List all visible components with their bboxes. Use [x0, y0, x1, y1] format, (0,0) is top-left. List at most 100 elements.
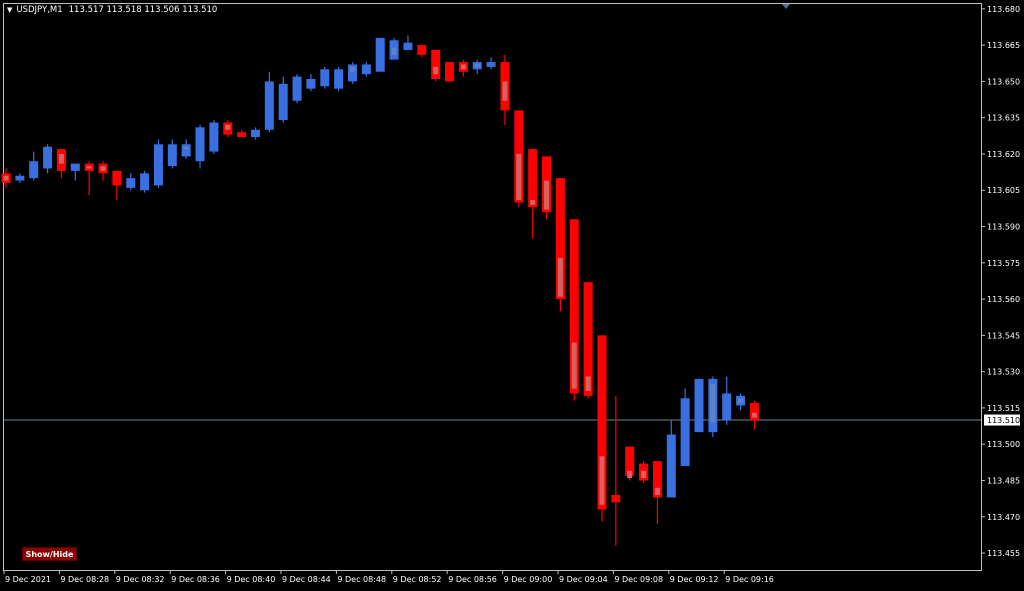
y-tick-label: 113.605	[987, 186, 1020, 195]
x-tick-label: 9 Dec 09:00	[504, 575, 553, 584]
candle-inner-body	[460, 64, 466, 70]
candle-body	[264, 81, 274, 130]
candle-body	[237, 132, 247, 138]
candle-body	[250, 129, 260, 138]
candle	[375, 37, 385, 72]
candle-inner-body	[350, 66, 355, 72]
candle-body	[320, 69, 330, 87]
candle-inner-body	[654, 487, 660, 496]
y-tick-label: 113.665	[987, 41, 1020, 50]
candle	[445, 62, 455, 82]
candle	[264, 71, 274, 133]
candle	[472, 59, 482, 75]
candle-body	[278, 83, 288, 121]
candle	[417, 45, 427, 58]
y-tick-label: 113.680	[987, 5, 1020, 14]
candle-body	[153, 144, 163, 186]
y-tick-label: 113.485	[987, 477, 1020, 486]
candle-inner-body	[557, 257, 563, 297]
candle	[292, 74, 302, 104]
candle-inner-body	[58, 153, 64, 164]
candle	[98, 161, 108, 181]
ohlc-values: 113.517 113.518 113.506 113.510	[68, 5, 218, 15]
candle-inner-body	[516, 153, 522, 200]
x-tick-label: 9 Dec 09:08	[614, 575, 663, 584]
candle-inner-body	[502, 81, 508, 101]
show-hide-button[interactable]: Show/Hide	[22, 547, 77, 561]
candle-inner-body	[100, 166, 106, 171]
candle	[680, 388, 690, 466]
candle-inner-body	[738, 398, 744, 404]
candle	[403, 35, 413, 50]
x-tick-label: 9 Dec 09:12	[670, 575, 719, 584]
candle	[542, 156, 552, 220]
candle	[389, 37, 399, 60]
candle	[209, 120, 219, 154]
scroll-marker-icon[interactable]	[782, 4, 790, 9]
candle-body	[334, 69, 344, 89]
current-price-text: 113.510	[987, 416, 1020, 425]
candle-body	[112, 170, 122, 186]
candle-inner-body	[183, 146, 189, 150]
plot-area-border	[3, 3, 982, 571]
candle-inner-body	[3, 175, 9, 181]
candle-inner-body	[86, 166, 92, 169]
candle	[749, 400, 759, 430]
candle-body	[167, 144, 177, 167]
candle-body	[694, 378, 704, 433]
candle	[597, 335, 607, 522]
time-axis: 9 Dec 2021 9 Dec 08:28 9 Dec 08:32 9 Dec 08…	[3, 570, 774, 584]
x-tick-label: 9 Dec 08:48	[337, 575, 386, 584]
candles	[1, 35, 759, 546]
candle	[181, 139, 191, 159]
x-tick-label: 9 Dec 09:16	[725, 575, 774, 584]
candle	[126, 173, 136, 191]
candle-inner-body	[544, 180, 550, 210]
candle	[334, 66, 344, 92]
y-tick-label: 113.500	[987, 440, 1020, 449]
candle-body	[597, 335, 607, 510]
candle-inner-body	[391, 47, 397, 55]
candle-body	[569, 219, 579, 394]
dropdown-triangle-icon[interactable]: ▼	[7, 6, 13, 14]
candle	[70, 163, 80, 181]
x-tick-label: 9 Dec 2021	[5, 575, 51, 584]
candle	[237, 129, 247, 138]
candle-body	[140, 173, 150, 191]
candle-body	[528, 149, 538, 208]
y-tick-label: 113.470	[987, 513, 1020, 522]
candle	[361, 62, 371, 77]
candle	[708, 376, 718, 437]
candle-body	[486, 62, 496, 67]
y-tick-label: 113.575	[987, 259, 1020, 268]
candle	[306, 74, 316, 92]
x-tick-label: 9 Dec 08:32	[116, 575, 165, 584]
candle-inner-body	[585, 376, 591, 392]
candle	[1, 168, 11, 188]
candle-inner-body	[571, 342, 577, 389]
candle	[278, 76, 288, 123]
candle	[348, 62, 357, 84]
y-tick-label: 113.590	[987, 223, 1020, 232]
x-tick-label: 9 Dec 08:36	[171, 575, 220, 584]
current-price-label: 113.510	[984, 414, 1020, 426]
candle	[167, 139, 177, 169]
candle	[639, 461, 649, 483]
candle-body	[749, 403, 759, 421]
candle	[569, 219, 579, 401]
candle	[514, 110, 524, 208]
y-tick-label: 113.455	[987, 549, 1020, 558]
candle	[666, 420, 676, 498]
y-tick-label: 113.560	[987, 295, 1020, 304]
candle	[486, 57, 496, 70]
candle	[555, 178, 565, 312]
x-tick-label: 9 Dec 08:28	[60, 575, 109, 584]
candle	[153, 139, 163, 188]
candle-inner-body	[530, 199, 536, 205]
candle-inner-body	[627, 470, 633, 479]
y-tick-label: 113.530	[987, 368, 1020, 377]
candle-body	[652, 461, 662, 498]
candle-inner-body	[474, 64, 480, 67]
candle-body	[43, 146, 53, 169]
